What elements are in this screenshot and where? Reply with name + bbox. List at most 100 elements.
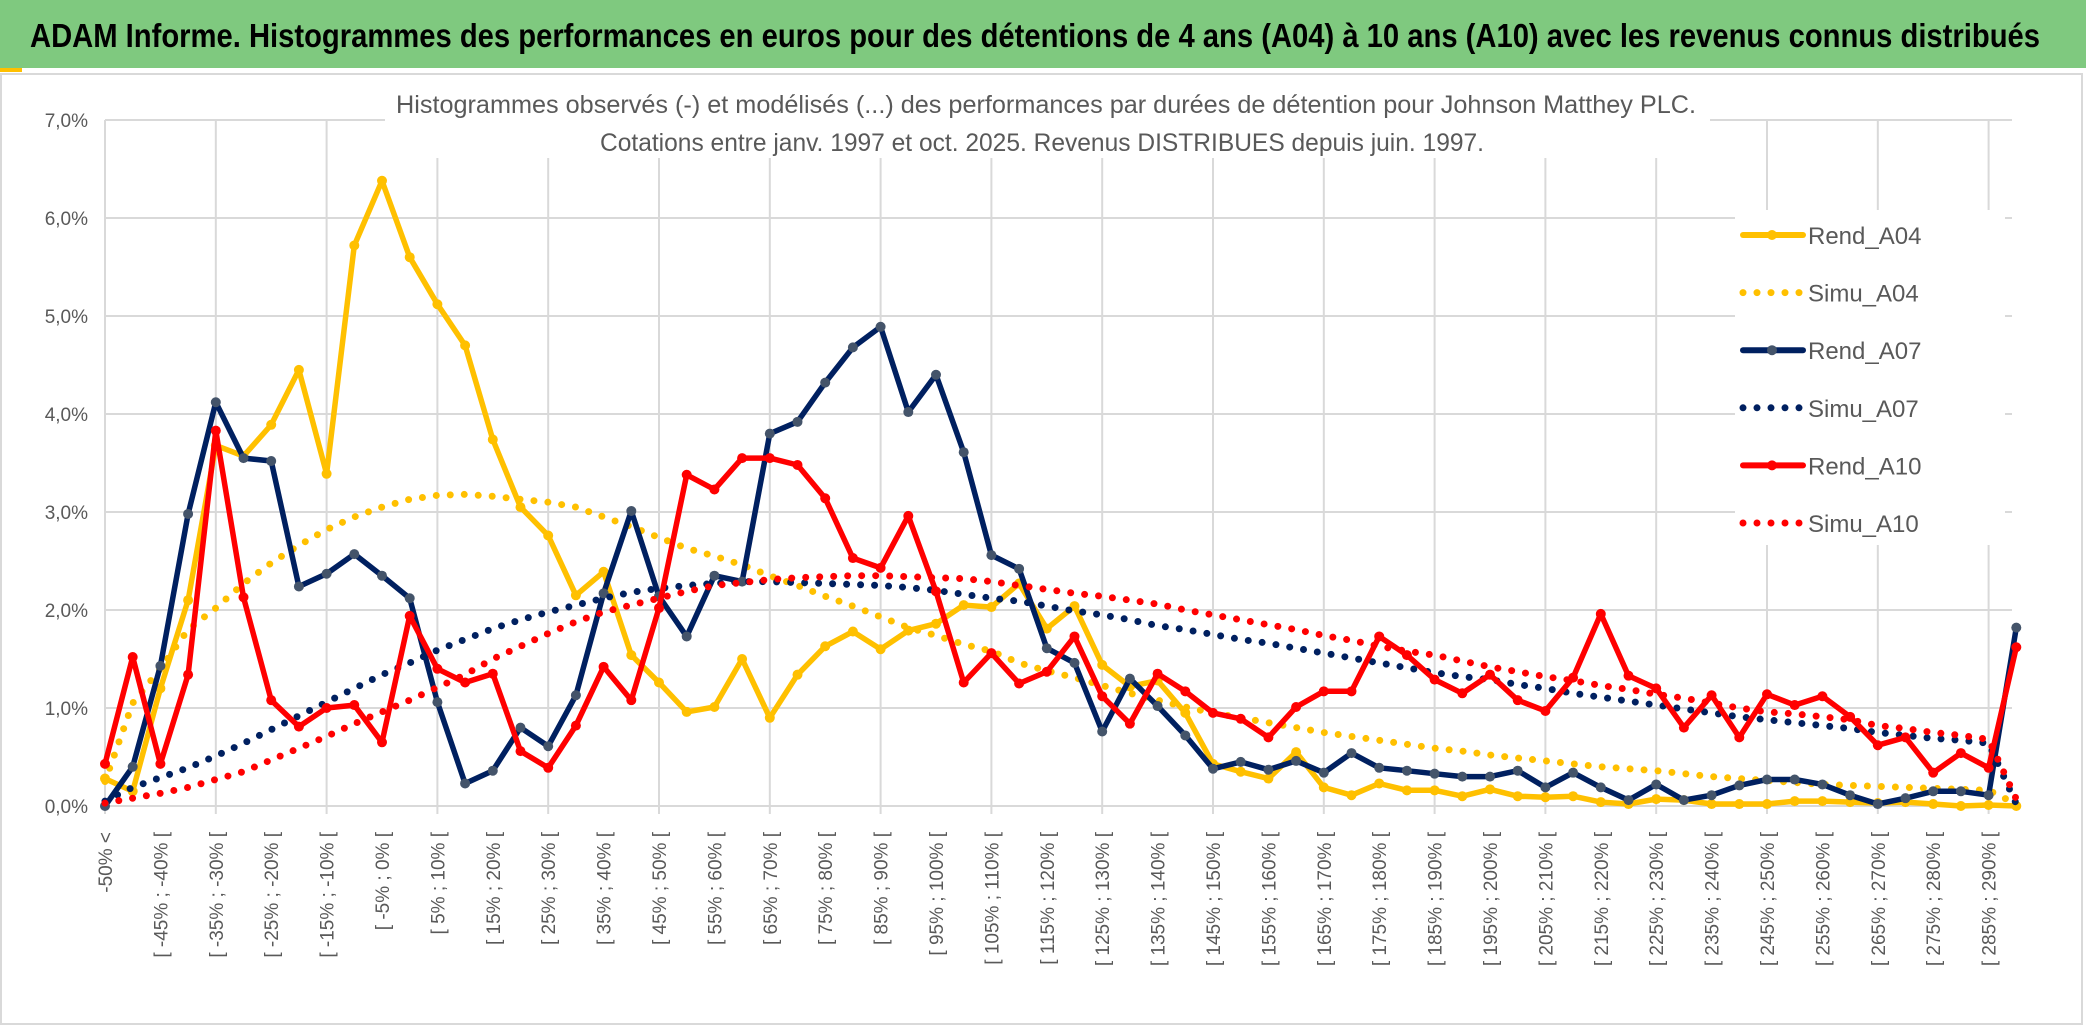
data-point xyxy=(737,453,748,464)
x-tick-label: [ 135% ; 140% [ xyxy=(1149,831,1170,966)
data-point xyxy=(1512,791,1523,802)
data-point xyxy=(266,419,277,430)
data-point xyxy=(127,761,138,772)
data-point xyxy=(570,690,581,701)
legend-marker xyxy=(1767,345,1777,356)
data-point xyxy=(1429,785,1440,796)
data-point xyxy=(1651,683,1662,694)
data-point xyxy=(1263,764,1274,775)
data-point xyxy=(183,595,194,606)
legend-label: Rend_A04 xyxy=(1808,223,1921,250)
data-point xyxy=(1789,774,1800,785)
data-point xyxy=(1845,711,1856,722)
x-tick-label: [ 115% ; 120% [ xyxy=(1038,831,1059,964)
data-point xyxy=(1374,762,1385,773)
data-point xyxy=(515,502,526,513)
data-point xyxy=(709,570,720,581)
data-point xyxy=(986,648,997,659)
data-point xyxy=(1069,631,1080,642)
data-point xyxy=(1955,801,1966,811)
x-tick-label: [ -25% ; -20% [ xyxy=(262,831,283,957)
data-point xyxy=(1318,767,1329,778)
data-point xyxy=(792,459,803,470)
data-point xyxy=(903,510,914,521)
legend-label: Simu_A10 xyxy=(1808,511,1919,538)
data-point xyxy=(515,746,526,757)
data-point xyxy=(764,428,775,439)
data-point xyxy=(2011,642,2022,653)
data-point xyxy=(432,663,443,674)
legend-marker xyxy=(1767,230,1777,240)
data-point xyxy=(764,453,775,464)
data-point xyxy=(1263,773,1274,784)
data-point xyxy=(1955,786,1966,797)
data-point xyxy=(1097,659,1108,670)
data-point xyxy=(1955,748,1966,759)
data-point xyxy=(1291,747,1302,758)
data-point xyxy=(1429,674,1440,685)
data-point xyxy=(598,566,609,577)
data-point xyxy=(1097,726,1108,737)
data-point xyxy=(1346,748,1357,759)
data-point xyxy=(1069,657,1080,668)
data-point xyxy=(626,695,637,706)
data-point xyxy=(1374,631,1385,642)
x-tick-label: [ 275% ; 280% [ xyxy=(1924,831,1945,966)
data-point xyxy=(1457,791,1468,802)
y-tick-label: 0,0% xyxy=(45,797,88,818)
x-tick-label: [ 55% ; 60% [ xyxy=(705,831,726,945)
data-point xyxy=(1734,780,1745,791)
data-point xyxy=(1401,765,1412,776)
legend-item: Simu_A07 xyxy=(1739,396,1919,423)
data-point xyxy=(1346,686,1357,697)
x-tick-label: [ -45% ; -40% [ xyxy=(151,831,172,957)
data-point xyxy=(1235,713,1246,724)
data-point xyxy=(155,683,166,694)
data-point xyxy=(266,456,277,467)
data-point xyxy=(737,576,748,587)
data-point xyxy=(1346,790,1357,801)
data-point xyxy=(986,602,997,613)
data-point xyxy=(543,741,554,752)
x-tick-label: [ 215% ; 220% [ xyxy=(1592,831,1613,966)
data-point xyxy=(626,506,637,517)
legend: Rend_A04 Simu_A04 Rend_A07 Simu_A07 Rend_A10… xyxy=(1735,210,2005,545)
data-point xyxy=(931,586,941,597)
data-point xyxy=(1318,782,1329,793)
x-tick-label: [ 105% ; 110% [ xyxy=(982,831,1003,964)
data-point xyxy=(1595,797,1606,808)
data-point xyxy=(1124,718,1135,729)
data-point xyxy=(626,650,637,661)
data-point xyxy=(432,697,443,708)
data-point xyxy=(210,397,221,408)
data-point xyxy=(487,434,498,445)
data-point xyxy=(1817,691,1828,702)
data-point xyxy=(681,469,692,480)
data-point xyxy=(377,737,387,748)
legend-item: Simu_A10 xyxy=(1739,511,1919,538)
series-simu_a07 xyxy=(101,578,2020,808)
data-point xyxy=(1623,795,1634,806)
data-point xyxy=(1540,705,1551,716)
data-point xyxy=(598,661,609,672)
x-axis-ticks: -50% < [ -45% ; -40% [[ -35% ; -30% [[ -2… xyxy=(96,831,2001,966)
data-point xyxy=(681,631,692,642)
data-point xyxy=(903,407,914,418)
data-point xyxy=(487,668,498,679)
data-point xyxy=(1540,792,1551,803)
simulated-curve xyxy=(101,490,2020,808)
data-point xyxy=(1568,672,1579,683)
y-axis-ticks: 0,0% 1,0% 2,0% 3,0% 4,0% 5,0% 6,0% 7,0% xyxy=(45,111,88,818)
data-point xyxy=(487,765,498,776)
data-point xyxy=(1678,795,1689,806)
data-point xyxy=(1291,755,1302,766)
data-point xyxy=(349,700,360,711)
data-point xyxy=(986,550,997,561)
legend-item: Simu_A04 xyxy=(1739,281,1919,308)
data-point xyxy=(1401,785,1412,796)
data-point xyxy=(1734,799,1745,810)
data-point xyxy=(1568,791,1579,802)
data-point xyxy=(238,592,249,603)
data-point xyxy=(377,570,387,581)
observed-line xyxy=(103,178,2017,809)
